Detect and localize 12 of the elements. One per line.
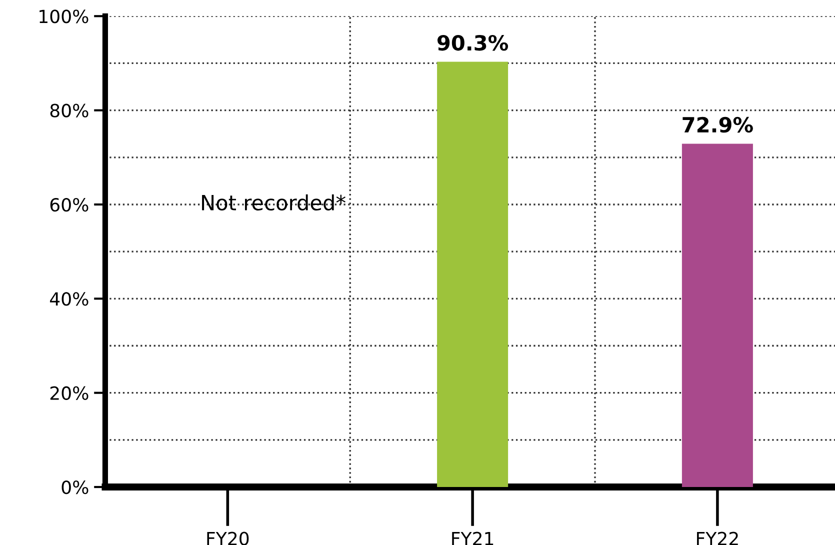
- y-tick-label: 80%: [50, 104, 88, 118]
- y-tick-label: 60%: [50, 198, 88, 212]
- annotation: Not recorded*: [202, 194, 346, 211]
- y-tick-label: 0%: [62, 480, 88, 494]
- y-tick-label: 100%: [40, 10, 88, 24]
- x-tick-label: FY21: [452, 532, 494, 545]
- x-tick-label: FY22: [697, 532, 738, 545]
- data-label: 72.9%: [682, 116, 753, 133]
- data-label: 90.3%: [437, 34, 508, 51]
- y-tick-label: 40%: [50, 292, 88, 306]
- y-tick-label: 20%: [50, 386, 88, 400]
- x-tick-label: FY20: [207, 532, 249, 545]
